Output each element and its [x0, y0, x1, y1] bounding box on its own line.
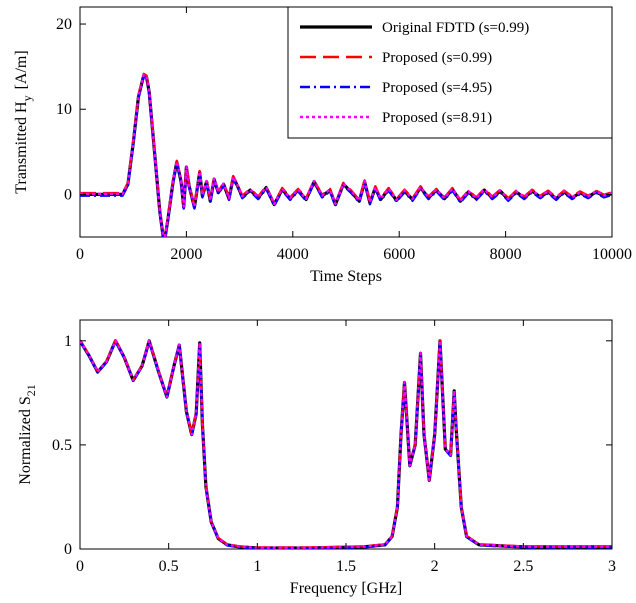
- y-tick-label: 0: [64, 186, 72, 203]
- y-axis-label-sub: 21: [24, 384, 38, 396]
- y-axis-label-unit: [A/m]: [13, 50, 30, 89]
- x-tick-label: 1: [253, 558, 261, 575]
- x-axis-label: Time Steps: [310, 268, 382, 285]
- x-tick-label: 0: [76, 246, 84, 263]
- x-tick-label: 2.5: [513, 558, 533, 575]
- legend: Original FDTD (s=0.99) Proposed (s=0.99) P…: [287, 6, 613, 139]
- x-tick-label: 4000: [277, 246, 309, 263]
- x-tick-label: 2: [431, 558, 439, 575]
- x-tick-label: 2000: [170, 246, 202, 263]
- x-tick-label: 8000: [490, 246, 522, 263]
- y-axis-label: Normalized S21: [17, 384, 38, 484]
- y-axis-label-sub: y: [20, 95, 34, 101]
- y-axis-label-main: Normalized S: [17, 396, 34, 484]
- x-tick-label: 0: [76, 558, 84, 575]
- x-axis-label: Frequency [GHz]: [290, 580, 402, 597]
- x-tick-label: 10000: [592, 246, 632, 263]
- legend-label-2: Proposed (s=4.95): [382, 80, 492, 96]
- series-line-2: [80, 75, 612, 237]
- x-tick-label: 3: [608, 558, 616, 575]
- series-line-3: [80, 73, 612, 237]
- y-tick-label: 0: [64, 541, 72, 558]
- y-tick-label: 0.5: [52, 437, 72, 454]
- series-group: [80, 72, 612, 237]
- time-domain-panel: 0 2000 4000 6000 8000 10000 0 10 20 Time Steps Tra…: [13, 6, 632, 285]
- legend-label-3: Proposed (s=8.91): [382, 110, 492, 126]
- y-tick-label: 20: [56, 16, 72, 33]
- y-tick-label: 10: [56, 101, 72, 118]
- plot-frame: [79, 319, 613, 550]
- y-axis-label-main: Transmitted H: [13, 101, 30, 194]
- y-tick-label: 1: [64, 333, 72, 350]
- x-tick-label: 6000: [383, 246, 415, 263]
- legend-label-1: Proposed (s=0.99): [382, 50, 492, 66]
- frequency-domain-panel: 0 0.5 1 1.5 2 2.5 3 0 0.5 1 Frequency [GHz] Normali…: [17, 319, 616, 597]
- legend-label-0: Original FDTD (s=0.99): [382, 20, 529, 36]
- y-axis-label: Transmitted Hy [A/m]: [13, 50, 34, 193]
- x-tick-label: 0.5: [159, 558, 179, 575]
- x-tick-label: 1.5: [336, 558, 356, 575]
